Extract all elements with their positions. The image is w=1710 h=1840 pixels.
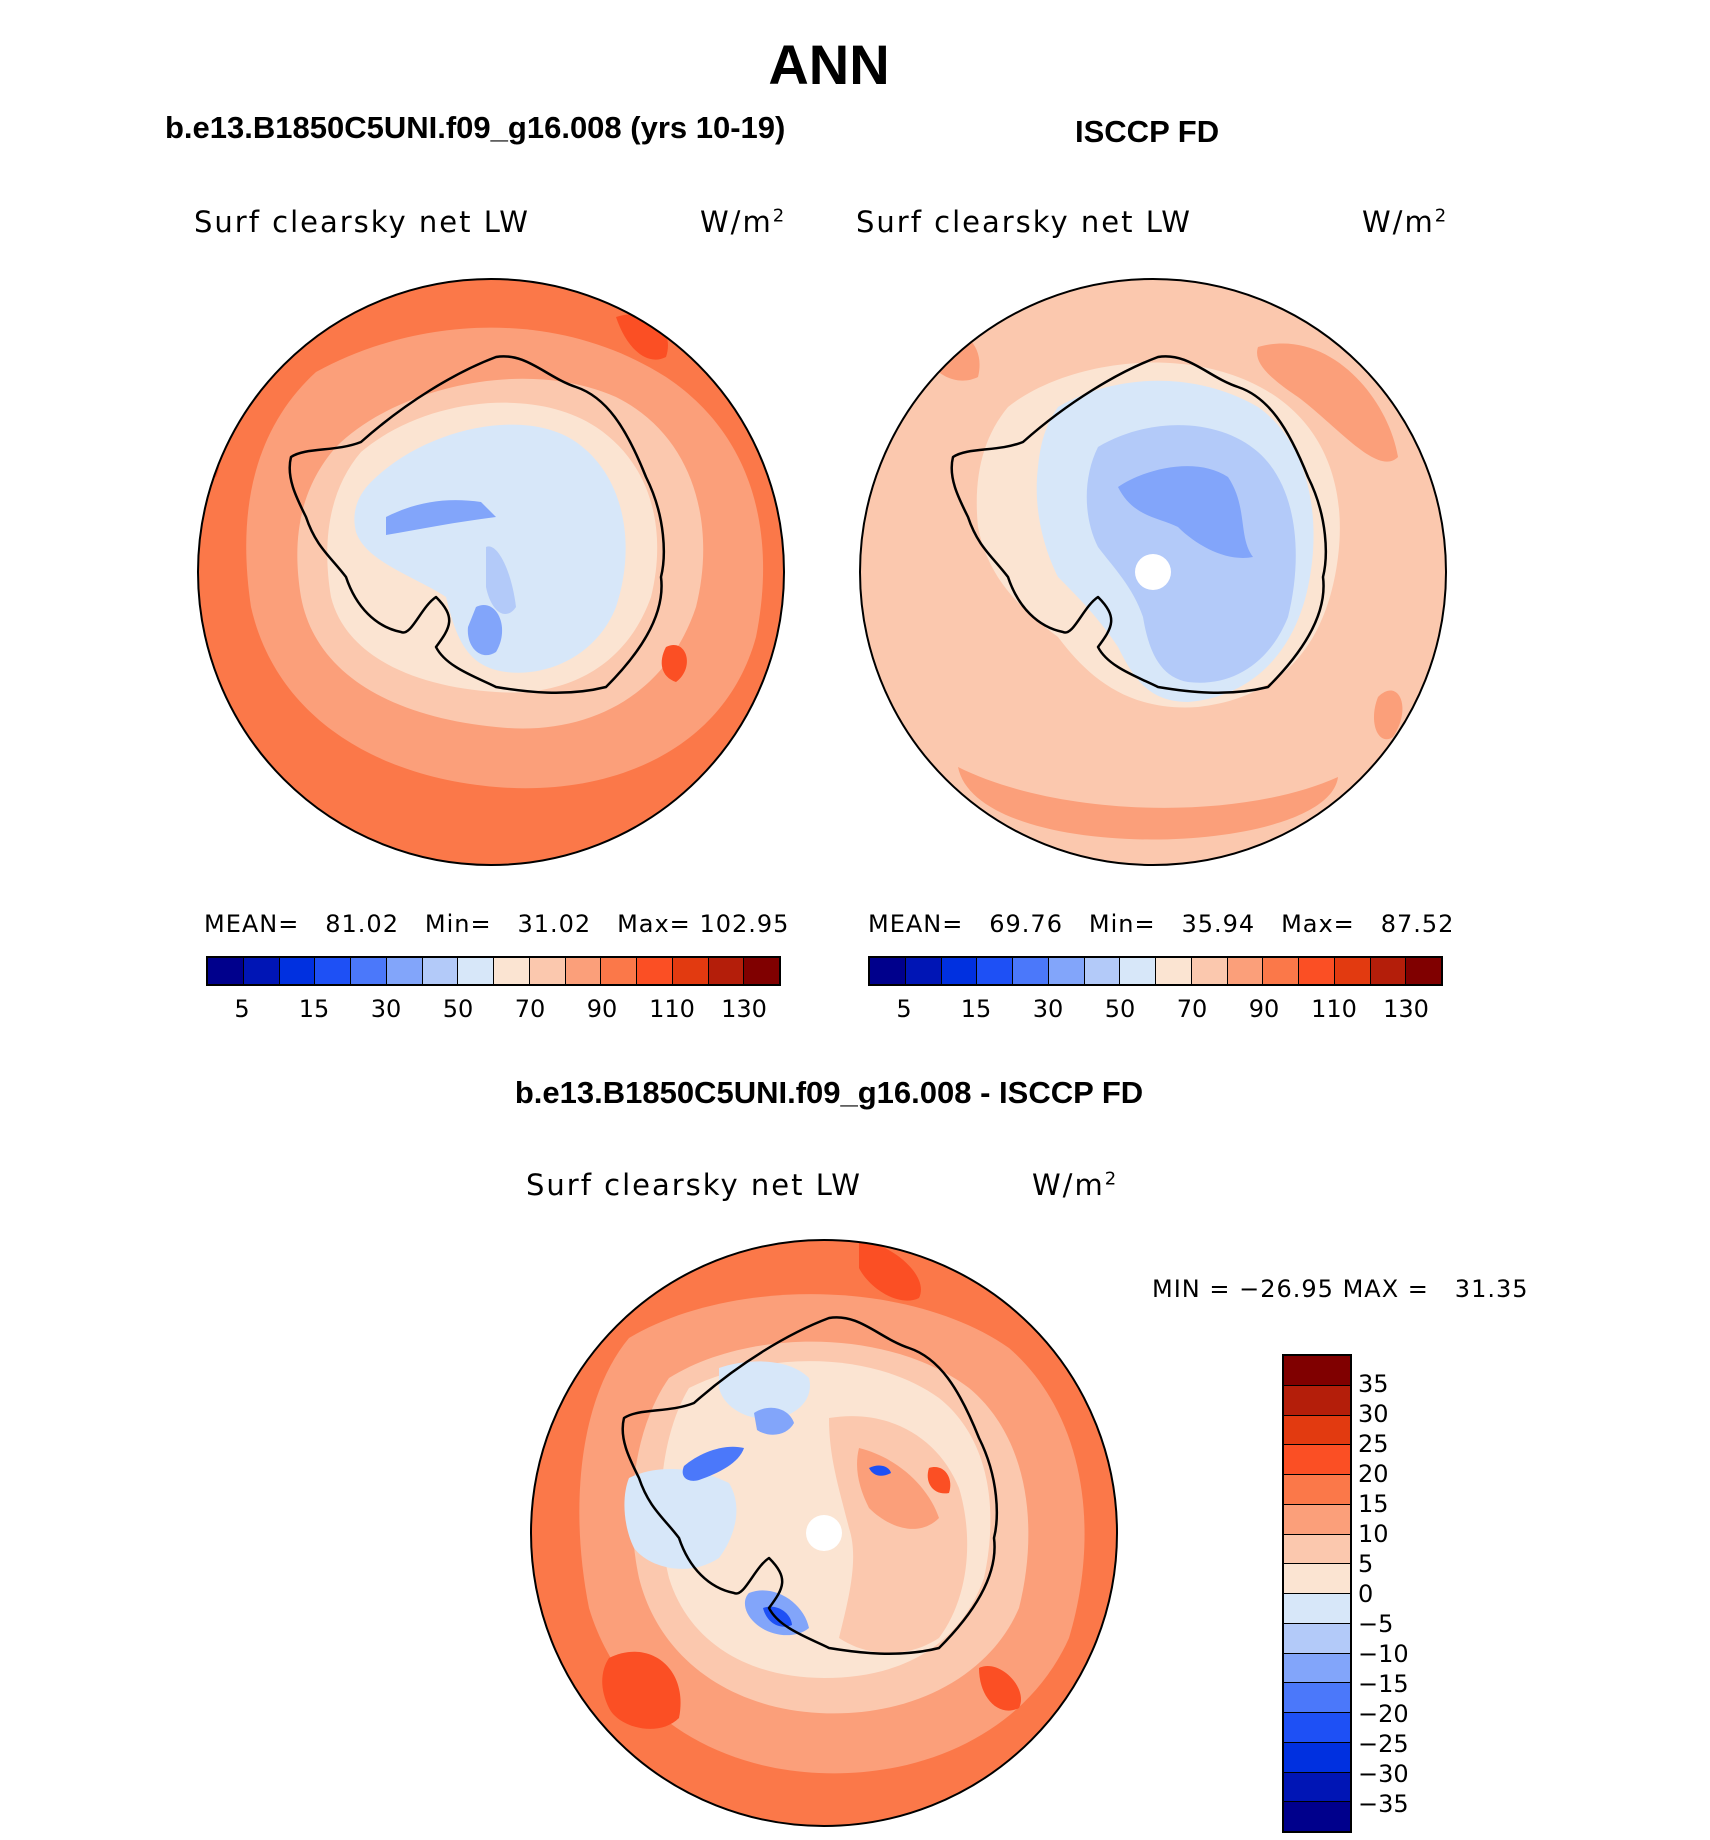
panel1-tick: 50: [442, 995, 474, 1023]
colorbar-cell: [1013, 958, 1049, 984]
colorbar-cell: [1299, 958, 1335, 984]
colorbar-cell: [422, 958, 459, 984]
colorbar-cell: [1227, 958, 1264, 984]
panel1-variable-label: Surf clearsky net LW: [194, 205, 530, 239]
panel1-polar-map: [197, 278, 785, 866]
colorbar-cell: [1284, 1623, 1350, 1654]
diff-tick: 20: [1358, 1460, 1389, 1488]
colorbar-cell: [1263, 958, 1299, 984]
diff-tick: 15: [1358, 1490, 1389, 1518]
panel1-tick: 15: [298, 995, 330, 1023]
colorbar-cell: [1284, 1385, 1350, 1416]
panel1-tick: 70: [514, 995, 546, 1023]
panel1-tick: 5: [234, 995, 250, 1023]
panel1-tick: 90: [586, 995, 618, 1023]
diff-tick: 35: [1358, 1370, 1389, 1398]
diff-units: W/m2: [1032, 1168, 1119, 1202]
panel1-colorbar: [206, 956, 781, 986]
colorbar-cell: [565, 958, 602, 984]
colorbar-cell: [1284, 1415, 1350, 1446]
colorbar-cell: [1084, 958, 1121, 984]
diff-tick: −10: [1358, 1640, 1409, 1668]
figure-title: ANN: [768, 33, 890, 96]
colorbar-cell: [744, 958, 779, 984]
colorbar-cell: [870, 958, 906, 984]
colorbar-cell: [1284, 1594, 1350, 1624]
diff-tick: −35: [1358, 1790, 1409, 1818]
colorbar-cell: [601, 958, 637, 984]
diff-tick: −20: [1358, 1700, 1409, 1728]
panel2-stats: MEAN= 69.76 Min= 35.94 Max= 87.52: [868, 910, 1455, 938]
panel1-tick: 130: [721, 995, 767, 1023]
panel1-tick: 110: [649, 995, 695, 1023]
colorbar-cell: [1284, 1475, 1350, 1505]
colorbar-cell: [637, 958, 673, 984]
diff-panel-title: b.e13.B1850C5UNI.f09_g16.008 - ISCCP FD: [514, 1075, 1144, 1110]
colorbar-cell: [351, 958, 387, 984]
colorbar-cell: [1284, 1802, 1350, 1831]
colorbar-cell: [941, 958, 978, 984]
diff-tick: −15: [1358, 1670, 1409, 1698]
colorbar-cell: [494, 958, 530, 984]
panel1-tick: 30: [370, 995, 402, 1023]
diff-variable-label: Surf clearsky net LW: [526, 1168, 862, 1202]
colorbar-cell: [977, 958, 1013, 984]
panel1-case-title: b.e13.B1850C5UNI.f09_g16.008 (yrs 10-19): [165, 110, 786, 145]
colorbar-cell: [905, 958, 942, 984]
diff-polar-map: [530, 1239, 1118, 1827]
colorbar-cell: [672, 958, 709, 984]
colorbar-cell: [315, 958, 351, 984]
colorbar-cell: [386, 958, 423, 984]
colorbar-cell: [1284, 1772, 1350, 1803]
colorbar-cell: [1284, 1564, 1350, 1594]
colorbar-cell: [708, 958, 745, 984]
colorbar-cell: [208, 958, 244, 984]
colorbar-cell: [1284, 1445, 1350, 1475]
panel2-tick: 5: [896, 995, 912, 1023]
colorbar-cell: [1284, 1356, 1350, 1386]
colorbar-cell: [279, 958, 316, 984]
colorbar-cell: [1284, 1653, 1350, 1684]
colorbar-cell: [1048, 958, 1085, 984]
colorbar-cell: [243, 958, 280, 984]
panel2-tick: 15: [960, 995, 992, 1023]
colorbar-cell: [458, 958, 494, 984]
diff-tick: 5: [1358, 1550, 1374, 1578]
panel2-tick: 130: [1383, 995, 1429, 1023]
colorbar-cell: [1334, 958, 1371, 984]
panel2-colorbar: [868, 956, 1443, 986]
panel2-tick: 30: [1032, 995, 1064, 1023]
panel2-variable-label: Surf clearsky net LW: [856, 205, 1192, 239]
diff-tick: −25: [1358, 1730, 1409, 1758]
diff-tick: 25: [1358, 1430, 1389, 1458]
colorbar-cell: [1284, 1683, 1350, 1713]
diff-tick: −30: [1358, 1760, 1409, 1788]
panel1-units: W/m2: [700, 205, 787, 239]
panel2-tick: 90: [1248, 995, 1280, 1023]
diff-tick: 30: [1358, 1400, 1389, 1428]
colorbar-cell: [1120, 958, 1156, 984]
panel2-units: W/m2: [1362, 205, 1449, 239]
panel2-tick: 50: [1104, 995, 1136, 1023]
colorbar-cell: [1370, 958, 1407, 984]
diff-colorbar: [1282, 1354, 1352, 1833]
panel2-tick: 110: [1311, 995, 1357, 1023]
panel2-polar-map: [859, 278, 1447, 866]
diff-minmax: MIN = −26.95 MAX = 31.35: [1152, 1275, 1529, 1303]
colorbar-cell: [1284, 1534, 1350, 1565]
panel1-stats: MEAN= 81.02 Min= 31.02 Max= 102.95: [204, 910, 790, 938]
diff-tick: 10: [1358, 1520, 1389, 1548]
diff-tick: −5: [1358, 1610, 1394, 1638]
colorbar-cell: [1156, 958, 1192, 984]
colorbar-cell: [1284, 1713, 1350, 1743]
diff-tick: 0: [1358, 1580, 1374, 1608]
panel2-case-title: ISCCP FD: [1075, 114, 1220, 149]
colorbar-cell: [1191, 958, 1228, 984]
colorbar-cell: [1284, 1742, 1350, 1773]
colorbar-cell: [1406, 958, 1441, 984]
colorbar-cell: [529, 958, 566, 984]
colorbar-cell: [1284, 1504, 1350, 1535]
panel2-tick: 70: [1176, 995, 1208, 1023]
